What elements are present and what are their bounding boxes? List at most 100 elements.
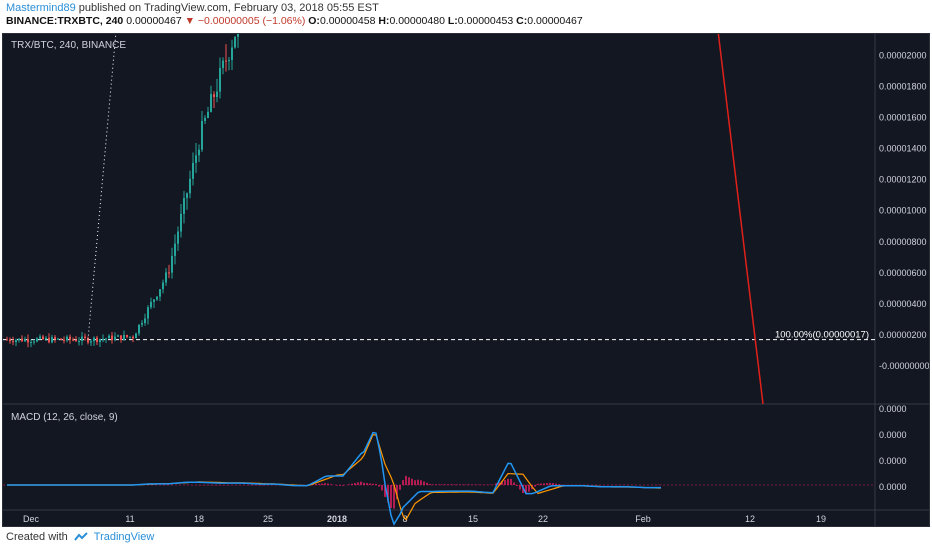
open-value: 0.00000458 bbox=[319, 15, 376, 27]
chart-title: TRX/BTC, 240, BINANCE bbox=[11, 40, 126, 51]
candle-body bbox=[186, 193, 188, 199]
price-tick-label: 0.00000800 bbox=[879, 237, 927, 247]
chart-panel[interactable]: 0.00002000 0.00001800 0.00001600 0.00001400… bbox=[2, 33, 930, 527]
high-value: 0.00000480 bbox=[389, 15, 445, 27]
price-tick-label: 0.00001800 bbox=[879, 82, 927, 92]
candle-body bbox=[99, 339, 101, 343]
candle-body bbox=[33, 341, 35, 343]
footer: Created with TradingView bbox=[6, 531, 154, 543]
tradingview-brand[interactable]: TradingView bbox=[93, 531, 155, 543]
candle-body bbox=[96, 337, 98, 343]
candle-body bbox=[21, 338, 23, 342]
candle-body bbox=[231, 47, 233, 61]
candle-body bbox=[102, 338, 104, 340]
candle-body bbox=[57, 338, 59, 340]
down-arrow-icon: ▼ bbox=[184, 15, 195, 27]
candle-body bbox=[12, 341, 14, 343]
time-tick-label: 25 bbox=[263, 514, 273, 524]
candle-body bbox=[228, 60, 230, 62]
candle-body bbox=[216, 91, 218, 98]
candle-body bbox=[54, 337, 56, 339]
price-chart[interactable]: 0.00002000 0.00001800 0.00001600 0.00001400… bbox=[3, 34, 929, 526]
macd-tick-label: 0.0000 bbox=[879, 456, 907, 466]
candle-body bbox=[171, 255, 173, 273]
candle-body bbox=[6, 339, 8, 341]
candle-body bbox=[78, 341, 80, 343]
candle-body bbox=[126, 334, 128, 337]
author-link[interactable]: Mastermind89 bbox=[6, 2, 76, 14]
candle-body bbox=[75, 339, 77, 342]
candle-body bbox=[15, 340, 17, 343]
candle-body bbox=[222, 60, 224, 68]
candle-body bbox=[135, 333, 137, 339]
candle-body bbox=[189, 178, 191, 194]
candle-body bbox=[177, 231, 179, 244]
candle-body bbox=[192, 162, 194, 179]
time-tick-label: 22 bbox=[538, 514, 548, 524]
candle-body bbox=[174, 243, 176, 256]
candle-body bbox=[90, 341, 92, 343]
fib-level-label: 100.00%(0.00000017) bbox=[775, 330, 869, 341]
low-label: L: bbox=[447, 15, 458, 27]
candle-body bbox=[132, 336, 134, 339]
publish-info: published on TradingView.com, February 0… bbox=[78, 2, 379, 14]
candle-body bbox=[66, 336, 68, 341]
candle-body bbox=[180, 213, 182, 232]
candle-body bbox=[213, 94, 215, 98]
candle-body bbox=[117, 335, 119, 337]
candle-body bbox=[84, 336, 86, 339]
candle-body bbox=[39, 336, 41, 339]
candle-body bbox=[165, 272, 167, 283]
candle-body bbox=[138, 324, 140, 334]
last-price: 0.00000467 bbox=[126, 15, 182, 27]
price-tick-label: 0.00001200 bbox=[879, 175, 927, 185]
candle-body bbox=[225, 60, 227, 62]
candle-body bbox=[183, 198, 185, 214]
candle-body bbox=[195, 155, 197, 163]
high-label: H: bbox=[378, 15, 390, 27]
candle-body bbox=[153, 299, 155, 302]
price-tick-label: 0.00002000 bbox=[879, 51, 927, 61]
candle-body bbox=[147, 307, 149, 319]
candle-body bbox=[45, 337, 47, 340]
low-value: 0.00000453 bbox=[457, 15, 514, 27]
candle-body bbox=[204, 117, 206, 121]
candle-body bbox=[120, 335, 122, 340]
close-label: C: bbox=[516, 15, 528, 27]
candle-body bbox=[234, 36, 236, 48]
change-value: −0.00000005 (−1.06%) bbox=[197, 15, 306, 27]
candle-body bbox=[24, 339, 26, 342]
candle-body bbox=[51, 337, 53, 343]
macd-tick-label: 0.0000 bbox=[879, 482, 907, 492]
candle-body bbox=[18, 338, 20, 341]
candle-body bbox=[111, 335, 113, 341]
publish-header: Mastermind89 published on TradingView.co… bbox=[6, 2, 379, 14]
time-tick-label: 18 bbox=[194, 514, 204, 524]
time-tick-label: 11 bbox=[125, 514, 134, 524]
close-value: 0.00000467 bbox=[527, 15, 583, 27]
candle-body bbox=[237, 34, 239, 37]
candle-body bbox=[36, 338, 38, 342]
candle-body bbox=[129, 336, 131, 338]
candle-body bbox=[156, 296, 158, 300]
candle-body bbox=[93, 337, 95, 342]
candle-body bbox=[210, 94, 212, 112]
chart-background bbox=[3, 34, 929, 526]
candle-body bbox=[162, 282, 164, 290]
candle-body bbox=[105, 338, 107, 340]
candle-body bbox=[144, 318, 146, 323]
candle-body bbox=[150, 301, 152, 308]
candle-body bbox=[72, 339, 74, 341]
candle-body bbox=[63, 339, 65, 341]
candle-body bbox=[87, 338, 89, 343]
macd-tick-label: 0.0000 bbox=[879, 430, 907, 440]
open-label: O: bbox=[308, 15, 320, 27]
price-tick-label: 0.00000600 bbox=[879, 268, 927, 278]
candle-body bbox=[81, 336, 83, 342]
candle-body bbox=[27, 339, 29, 343]
candle-body bbox=[114, 336, 116, 341]
candle-body bbox=[201, 120, 203, 150]
price-tick-label: 0.00001600 bbox=[879, 113, 927, 123]
candle-body bbox=[9, 339, 11, 342]
time-tick-label: 12 bbox=[745, 514, 755, 524]
